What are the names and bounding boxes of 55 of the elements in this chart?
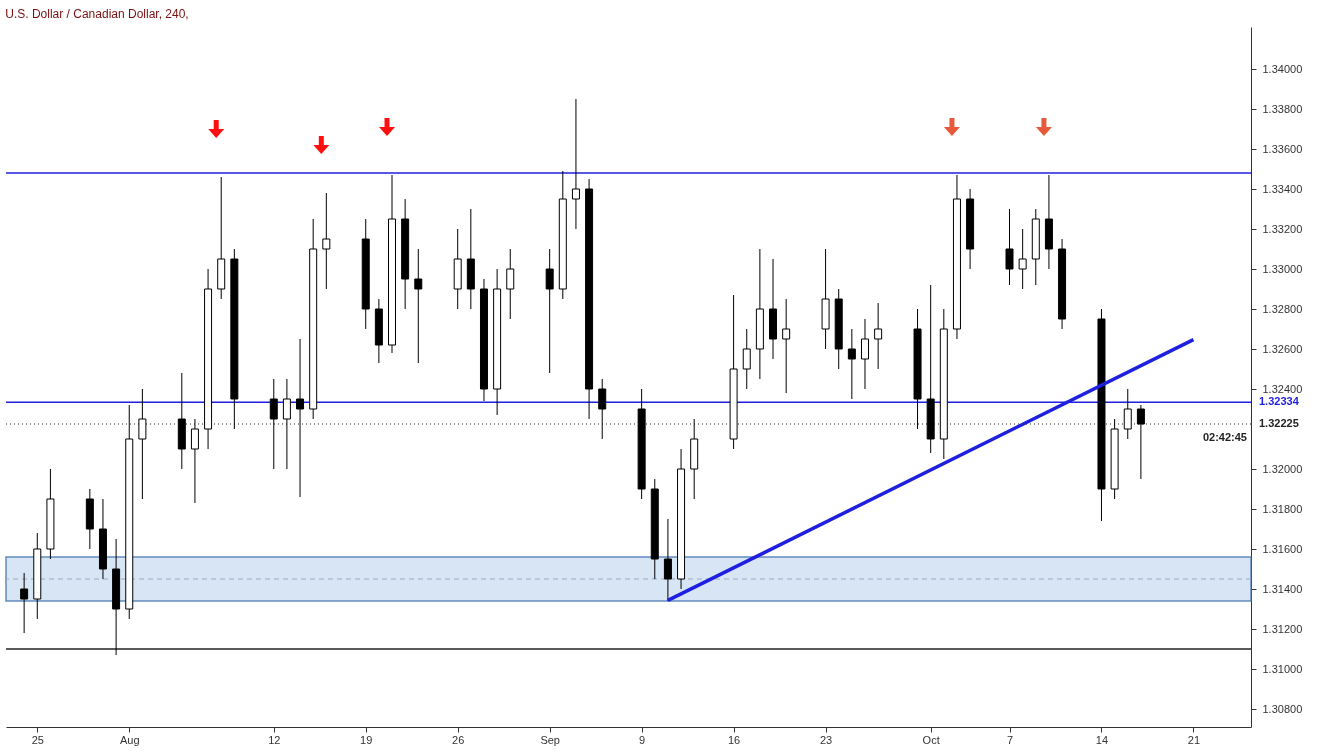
x-tick-label: 12 [268,733,281,746]
candlestick [269,378,278,470]
y-tick-label: 1.31400 [1262,582,1303,595]
candlestick [860,318,869,390]
candlestick [506,248,515,320]
candlestick [1136,404,1145,480]
y-tick-label: 1.34000 [1262,62,1303,75]
x-tick-label: 26 [452,733,465,746]
x-tick-label: 25 [31,733,44,746]
y-tick-label: 1.31200 [1262,622,1303,635]
candlestick [1005,208,1014,286]
x-tick-label: 9 [639,733,646,746]
candlestick [322,192,331,290]
candlestick [190,418,199,504]
x-tick-label: 21 [1187,733,1201,746]
chart-title: U.S. Dollar / Canadian Dollar, 240, [5,7,189,21]
x-tick-label: 16 [727,733,741,746]
y-tick-label: 1.30800 [1262,702,1303,715]
x-tick-label: 14 [1095,733,1109,746]
y-tick-label: 1.31600 [1262,542,1303,555]
candlestick [138,388,147,500]
candlestick [414,248,423,364]
x-tick-label: Sep [540,733,560,746]
candlestick [296,338,305,498]
annotation: 02:42:45 [1202,431,1247,443]
ref-line-label: 1.32334 [1259,395,1300,408]
candlestick [598,378,607,440]
y-tick-label: 1.33800 [1262,102,1303,115]
candlestick [663,518,672,602]
candlestick [20,572,29,634]
y-tick-label: 1.33200 [1262,222,1303,235]
candlestick [742,328,751,390]
candlestick [1018,228,1027,290]
y-tick-label: 1.32000 [1262,462,1303,475]
x-tick-label: 7 [1006,733,1014,746]
candlestick [282,378,291,470]
x-tick-label: 23 [819,733,833,746]
y-tick-label: 1.31800 [1262,502,1303,515]
candlestick [847,328,856,400]
ref-line-label: 1.32225 [1259,417,1299,429]
candlestick [782,298,791,394]
candlestick [874,302,883,370]
candlestick [571,98,580,230]
y-tick-label: 1.33400 [1262,182,1303,195]
y-tick-label: 1.32400 [1262,382,1303,395]
y-tick-label: 1.32800 [1262,302,1303,315]
y-tick-label: 1.32600 [1262,342,1303,355]
x-tick-label: Aug [119,733,140,746]
candlestick [545,248,554,374]
x-tick-label: 19 [360,733,373,746]
y-tick-label: 1.33000 [1262,262,1303,275]
candlestick [1123,388,1132,440]
y-tick-label: 1.31000 [1262,662,1303,675]
x-tick-label: Oct [922,733,940,746]
y-tick-label: 1.33600 [1262,142,1303,155]
